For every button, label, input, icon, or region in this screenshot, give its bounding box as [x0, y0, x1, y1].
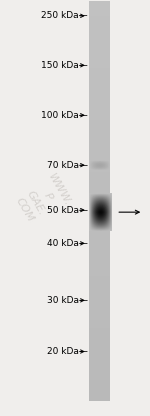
- Text: 20 kDa—: 20 kDa—: [47, 347, 88, 356]
- Text: 70 kDa—: 70 kDa—: [47, 161, 88, 170]
- Text: WWW.
P
GAE.
COM: WWW. P GAE. COM: [12, 172, 72, 228]
- Text: 30 kDa—: 30 kDa—: [47, 296, 88, 305]
- Text: 150 kDa—: 150 kDa—: [41, 61, 88, 70]
- Text: 100 kDa—: 100 kDa—: [41, 111, 88, 120]
- Text: 250 kDa—: 250 kDa—: [41, 11, 88, 20]
- Text: 50 kDa—: 50 kDa—: [47, 206, 88, 215]
- Text: 40 kDa—: 40 kDa—: [47, 239, 88, 248]
